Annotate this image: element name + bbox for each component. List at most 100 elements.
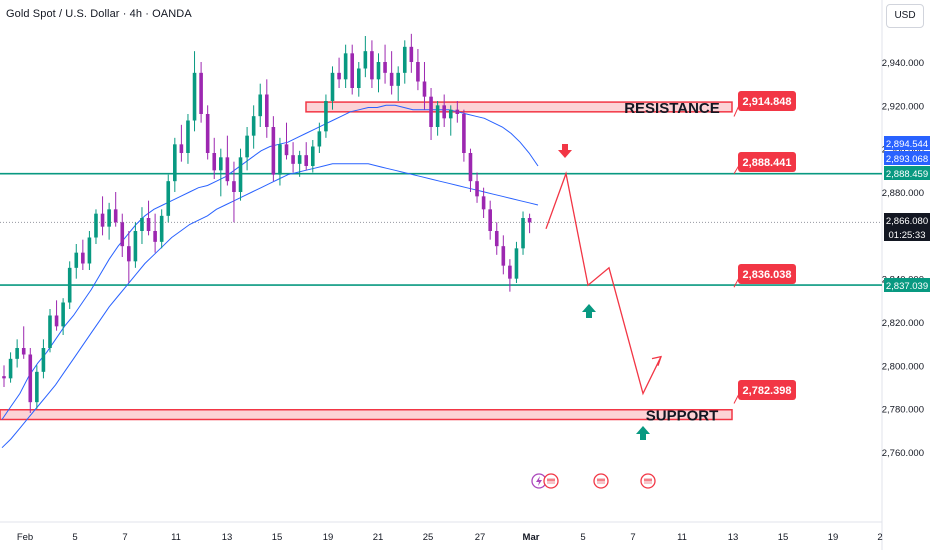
candle (291, 142, 295, 173)
candle (21, 326, 26, 359)
candle-body (310, 146, 315, 166)
ma-fast-line (1, 104, 539, 420)
time-axis[interactable]: Feb 5 7 11 13 15 19 21 25 27 Mar 5 7 11 13 15 19 2 (17, 532, 883, 543)
level-label-text: 2,782.398 (743, 385, 792, 397)
candle-body (8, 358, 13, 379)
time-tick-label: 2 (877, 532, 882, 543)
candle (212, 137, 217, 179)
zone-label-support: SUPPORT (646, 408, 719, 425)
candle-body (133, 231, 138, 262)
candle-body (113, 209, 118, 223)
level-label-box (738, 264, 796, 284)
candle (350, 44, 355, 95)
price-badge-text: 2,866.080 (886, 216, 928, 227)
candle (271, 116, 276, 182)
level-label-text: 2,914.848 (743, 96, 792, 108)
level-label-text: 2,836.038 (743, 269, 792, 281)
candle-body (455, 109, 460, 114)
candle (113, 192, 118, 227)
candle (396, 66, 400, 101)
price-axis[interactable]: 2,940.0002,920.0002,900.0002,880.0002,84… (882, 58, 930, 459)
candle-body (527, 218, 532, 223)
candle (28, 348, 33, 413)
candle (402, 40, 407, 84)
candle (494, 222, 499, 255)
candle (501, 235, 506, 275)
price-badge-1: 2,894.544 (884, 136, 930, 150)
candle (192, 51, 197, 132)
candle-body (21, 348, 26, 355)
candle-body (219, 157, 223, 171)
candle (455, 101, 460, 123)
candle (205, 105, 210, 160)
candle-body (48, 315, 52, 348)
candle (81, 239, 85, 270)
price-tick-label: 2,900.000 (882, 145, 924, 156)
candle-body (514, 248, 519, 279)
price-tick-label: 2,820.000 (882, 318, 924, 329)
currency-button[interactable]: USD (886, 4, 924, 28)
candle (140, 207, 144, 244)
zones: RESISTANCE SUPPORT (0, 100, 733, 425)
arrow-down-icon (558, 144, 572, 158)
candle-body (475, 181, 479, 197)
candle-body (468, 153, 473, 182)
candle-body (383, 62, 387, 73)
candle-body (422, 81, 427, 97)
event-flag-us-icon[interactable] (543, 473, 559, 489)
arrows (558, 144, 650, 440)
candle-body (304, 155, 309, 166)
candle (488, 200, 492, 240)
candle-body (140, 218, 144, 231)
candle-body (120, 222, 125, 247)
candle-body (396, 72, 400, 86)
candle-body (15, 348, 19, 359)
zone-support (0, 409, 733, 421)
candle-body (324, 101, 328, 132)
candle-body (81, 252, 85, 264)
candle-body (435, 105, 440, 127)
level-label-3: 2,836.038 (733, 264, 796, 288)
event-flag-us-icon[interactable] (640, 473, 656, 489)
candle (416, 49, 420, 91)
candle (159, 209, 164, 249)
event-flags[interactable] (531, 473, 656, 489)
candle-body (94, 213, 98, 238)
candle (87, 231, 92, 270)
candle (310, 140, 315, 173)
event-flag-us-icon[interactable] (593, 473, 609, 489)
candle-body (173, 144, 177, 182)
time-tick-label: 13 (222, 532, 233, 543)
price-tick-label: 2,800.000 (882, 361, 924, 372)
candle (67, 261, 72, 309)
candle (166, 174, 171, 223)
us-flag-icon (547, 478, 555, 484)
lightning-icon (536, 476, 542, 486)
time-tick-label: 27 (475, 532, 486, 543)
candle (219, 148, 223, 197)
candle-body (199, 72, 203, 114)
candle-body (376, 62, 381, 80)
candle (54, 300, 59, 331)
candle (429, 88, 433, 140)
candle-body (442, 105, 446, 119)
candle-body (271, 127, 276, 175)
candle (527, 213, 532, 234)
candle-body (429, 96, 433, 127)
price-tick-label: 2,940.000 (882, 58, 924, 69)
candle (462, 109, 466, 162)
candle-body (41, 348, 46, 372)
candle-body (330, 72, 335, 101)
time-tick-label: 5 (72, 532, 77, 543)
candle (363, 36, 368, 78)
price-badge-4: 2,866.080 (884, 213, 930, 227)
candle (199, 62, 203, 123)
time-tick-label: 11 (171, 532, 181, 543)
time-tick-label: 11 (677, 532, 687, 543)
candle-body (501, 246, 506, 266)
candle (409, 33, 414, 73)
price-badge-text: 2,894.544 (886, 139, 928, 150)
candle-body (402, 46, 407, 73)
candle-body (251, 116, 256, 136)
